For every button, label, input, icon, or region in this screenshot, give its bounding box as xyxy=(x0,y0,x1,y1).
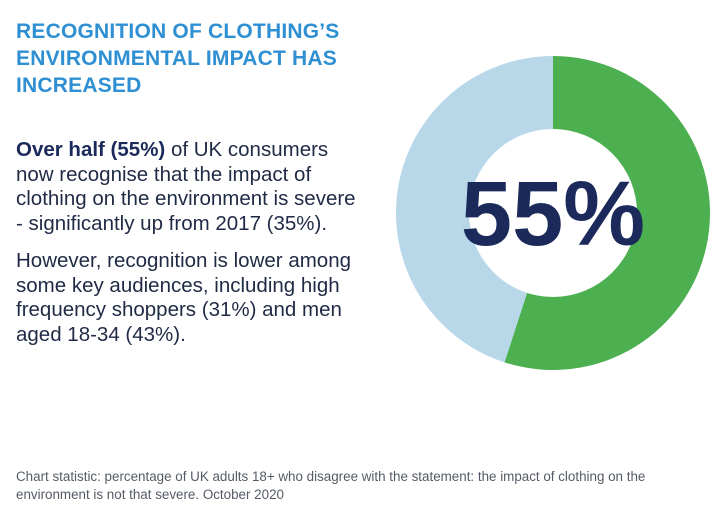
title-line: INCREASED xyxy=(16,74,142,97)
page-title: RECOGNITION OF CLOTHING’S ENVIRONMENTAL … xyxy=(16,18,436,99)
lead-statistic: Over half (55%) xyxy=(16,138,166,161)
title-line: ENVIRONMENTAL IMPACT HAS xyxy=(16,47,337,70)
paragraph-audiences: However, recognition is lower among some… xyxy=(16,249,351,346)
donut-chart: 55% xyxy=(395,56,710,370)
title-line: RECOGNITION OF CLOTHING’S xyxy=(16,20,340,43)
chart-footnote: Chart statistic: percentage of UK adults… xyxy=(16,469,646,502)
paragraph-body: of UK consumers now recognise that the i… xyxy=(16,138,356,235)
donut-hole xyxy=(469,129,637,297)
paragraph-headline-stat: Over half (55%) of UK consumers now reco… xyxy=(16,138,366,236)
description-text: Over half (55%) of UK consumers now reco… xyxy=(16,138,366,360)
center-label: 55% xyxy=(461,163,645,265)
